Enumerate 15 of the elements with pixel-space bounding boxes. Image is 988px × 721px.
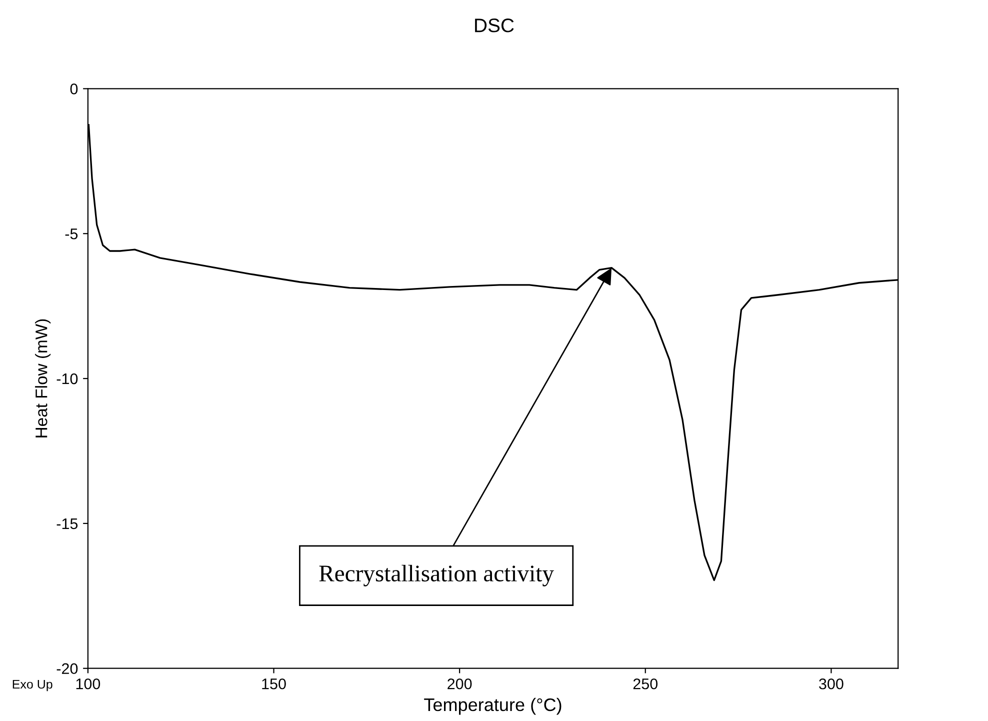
y-axis-title: Heat Flow (mW) <box>35 319 51 438</box>
x-tick-label: 150 <box>262 678 286 690</box>
annotation: Recrystallisation activity <box>319 564 554 586</box>
x-tick-label: 300 <box>819 678 844 690</box>
y-tick-label: 0 <box>70 84 78 94</box>
y-tick-label: -5 <box>65 228 78 240</box>
y-tick-label: -10 <box>56 373 78 384</box>
text: Exo Up <box>12 680 52 692</box>
chart-title: DSC <box>475 18 514 32</box>
x-axis-title: Temperature (°C) <box>424 698 562 715</box>
y-tick-label: -15 <box>56 518 78 530</box>
y-tick-label: -20 <box>56 663 78 674</box>
x-tick-label: 100 <box>76 678 100 690</box>
x-tick-label: 200 <box>448 678 472 690</box>
x-tick-label: 250 <box>633 678 658 690</box>
